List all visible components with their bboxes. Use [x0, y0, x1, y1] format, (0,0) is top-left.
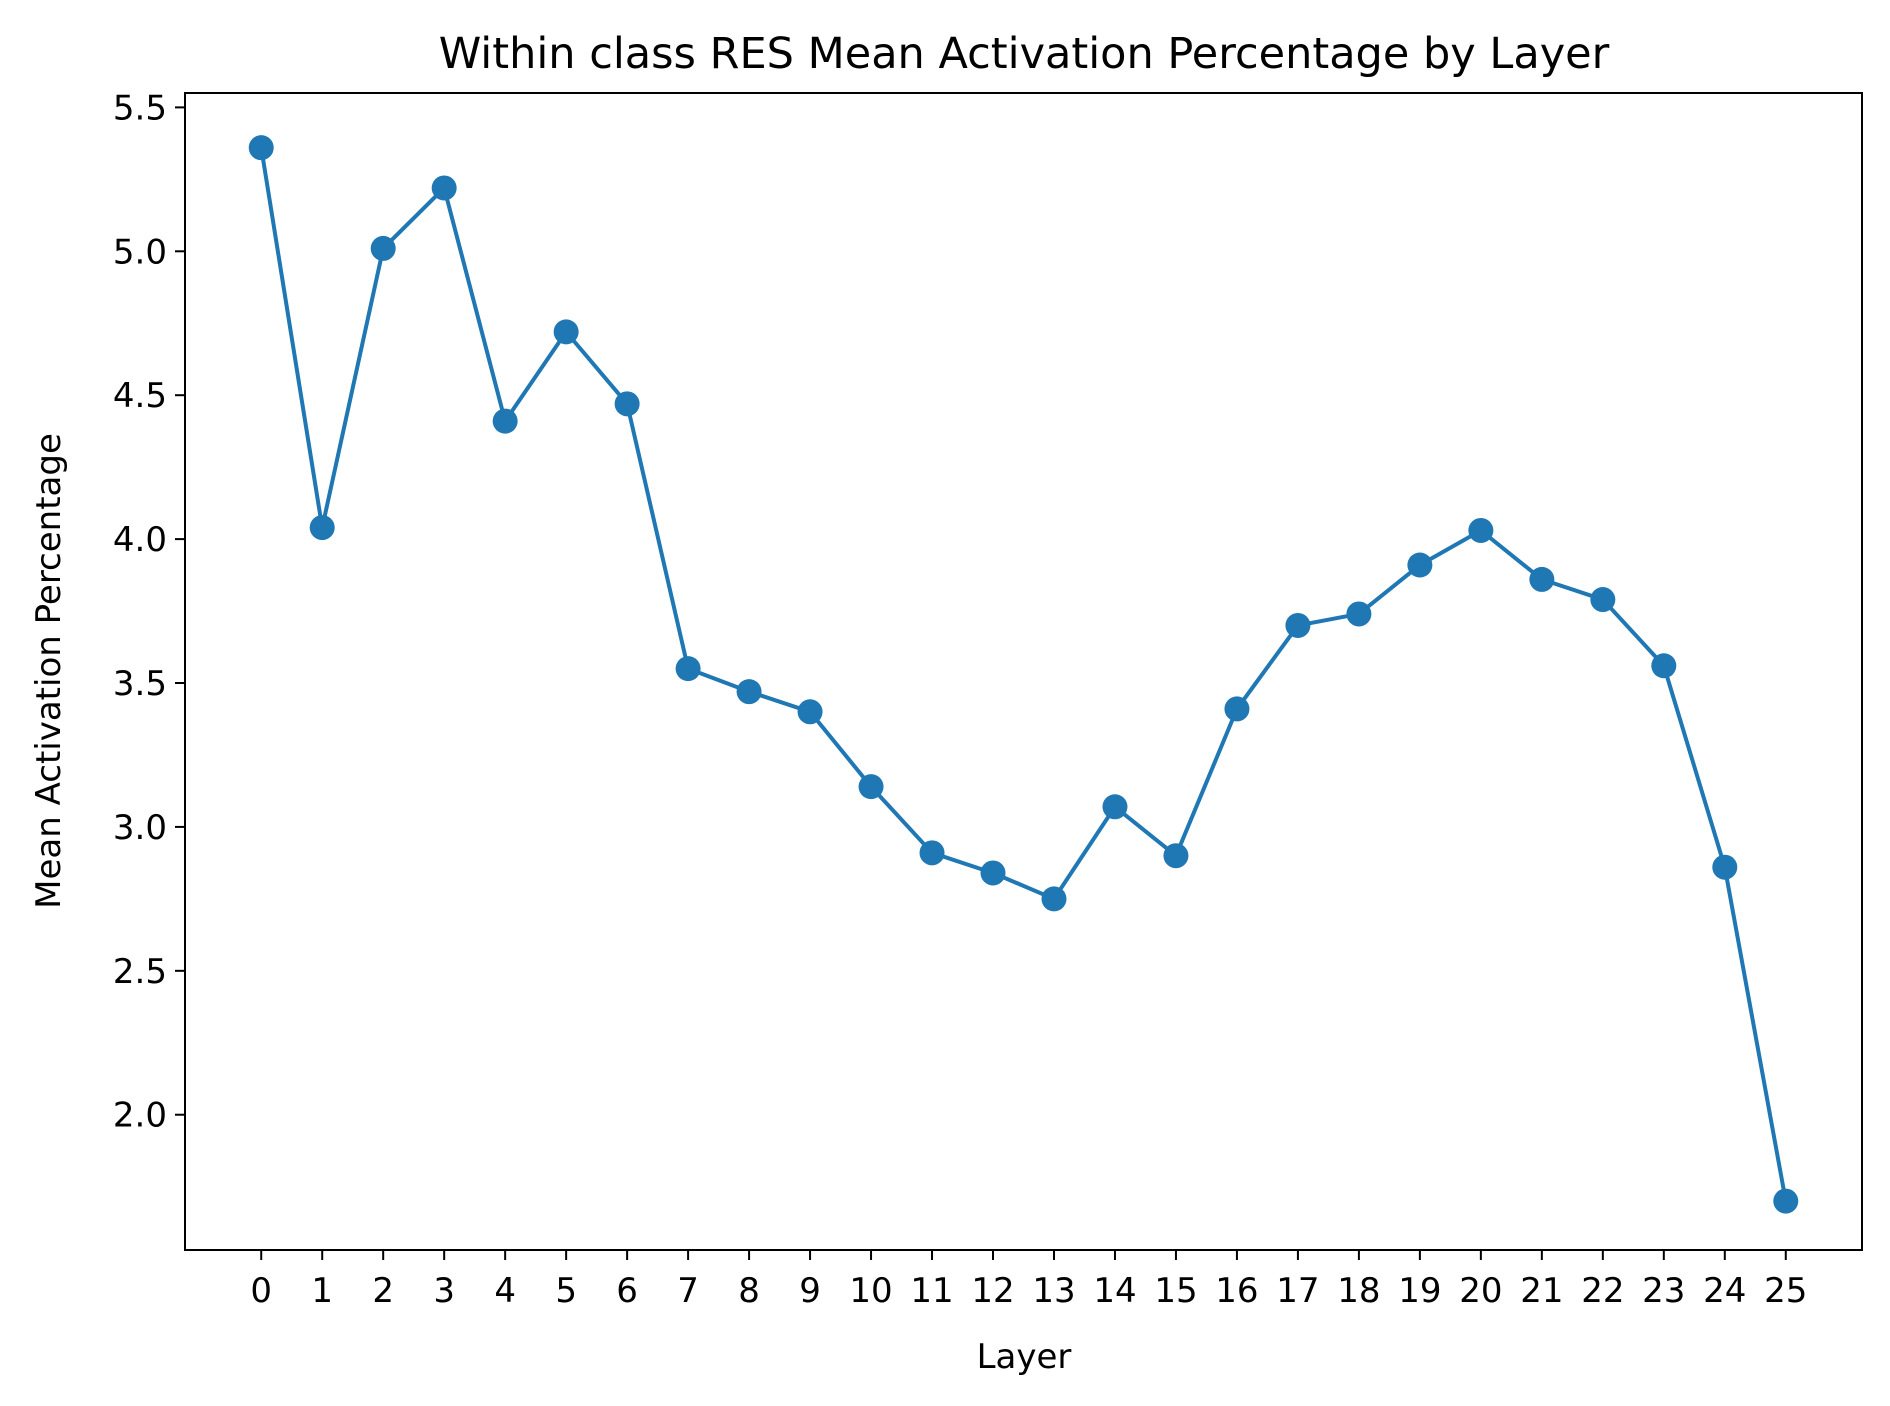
x-tick-label: 14 [1093, 1271, 1136, 1311]
x-tick-label: 13 [1032, 1271, 1075, 1311]
x-tick-label: 1 [311, 1271, 333, 1311]
data-point [858, 774, 884, 800]
x-tick-label: 20 [1459, 1271, 1502, 1311]
y-tick-label: 5.0 [113, 232, 167, 272]
data-point [1590, 587, 1616, 613]
x-tick-label: 16 [1215, 1271, 1258, 1311]
x-tick-label: 4 [494, 1271, 516, 1311]
x-tick-label: 24 [1703, 1271, 1746, 1311]
x-tick-label: 8 [738, 1271, 760, 1311]
x-tick-label: 10 [849, 1271, 892, 1311]
x-tick-label: 12 [971, 1271, 1014, 1311]
data-point [248, 135, 274, 161]
y-axis: 2.0 2.5 3.0 3.5 4.0 4.5 5.0 5.5 [113, 88, 185, 1136]
x-tick-label: 15 [1154, 1271, 1197, 1311]
x-tick-label: 5 [555, 1271, 577, 1311]
y-axis-label: Mean Activation Percentage [29, 433, 69, 909]
x-tick-label: 6 [616, 1271, 638, 1311]
y-tick-label: 4.5 [113, 376, 167, 416]
data-point [431, 175, 457, 201]
x-tick-label: 3 [433, 1271, 455, 1311]
x-tick-label: 11 [910, 1271, 953, 1311]
y-tick-label: 4.0 [113, 520, 167, 560]
x-tick-label: 25 [1764, 1271, 1807, 1311]
plot-frame [184, 92, 1863, 1251]
data-point [1224, 696, 1250, 722]
data-point [736, 679, 762, 705]
data-point [1102, 794, 1128, 820]
x-tick-label: 0 [250, 1271, 272, 1311]
data-point [919, 840, 945, 866]
x-tick-label: 18 [1337, 1271, 1380, 1311]
data-point [614, 391, 640, 417]
data-point [1407, 552, 1433, 578]
series-layer [248, 135, 1799, 1214]
x-axis: 0 1 2 3 4 5 6 7 8 9 10 11 12 13 14 15 16 17 18 19 20 21 22 23 24… [250, 1250, 1807, 1311]
data-point [492, 408, 518, 434]
y-tick-label: 2.0 [113, 1096, 167, 1136]
data-point [980, 860, 1006, 886]
data-point [1346, 601, 1372, 627]
series-line [258, 145, 1789, 1204]
data-point [1773, 1188, 1799, 1214]
y-tick-label: 2.5 [113, 952, 167, 992]
x-tick-label: 7 [677, 1271, 699, 1311]
data-point [675, 656, 701, 682]
data-point [1651, 653, 1677, 679]
x-tick-label: 23 [1642, 1271, 1685, 1311]
y-tick-label: 3.0 [113, 808, 167, 848]
data-point [370, 235, 396, 261]
data-point [1529, 566, 1555, 592]
x-tick-label: 17 [1276, 1271, 1319, 1311]
data-point [1041, 886, 1067, 912]
data-point [1163, 843, 1189, 869]
x-tick-label: 22 [1581, 1271, 1624, 1311]
data-point [309, 515, 335, 541]
plot-area: 2.02.53.03.54.04.55.05.5 0 1 2 3 4 5 6 7 8 9 10 11 1… [113, 88, 1863, 1311]
x-axis-label: Layer [977, 1337, 1072, 1377]
data-point [1285, 612, 1311, 638]
data-point [1468, 517, 1494, 543]
data-point [797, 699, 823, 725]
x-tick-label: 2 [372, 1271, 394, 1311]
x-tick-label: 19 [1398, 1271, 1441, 1311]
data-point [1712, 854, 1738, 880]
y-tick-label: 3.5 [113, 664, 167, 704]
x-tick-label: 9 [799, 1271, 821, 1311]
y-tick-label: 5.5 [113, 88, 167, 128]
x-tick-label: 21 [1520, 1271, 1563, 1311]
data-point [553, 319, 579, 345]
chart-title: Within class RES Mean Activation Percent… [439, 29, 1610, 79]
